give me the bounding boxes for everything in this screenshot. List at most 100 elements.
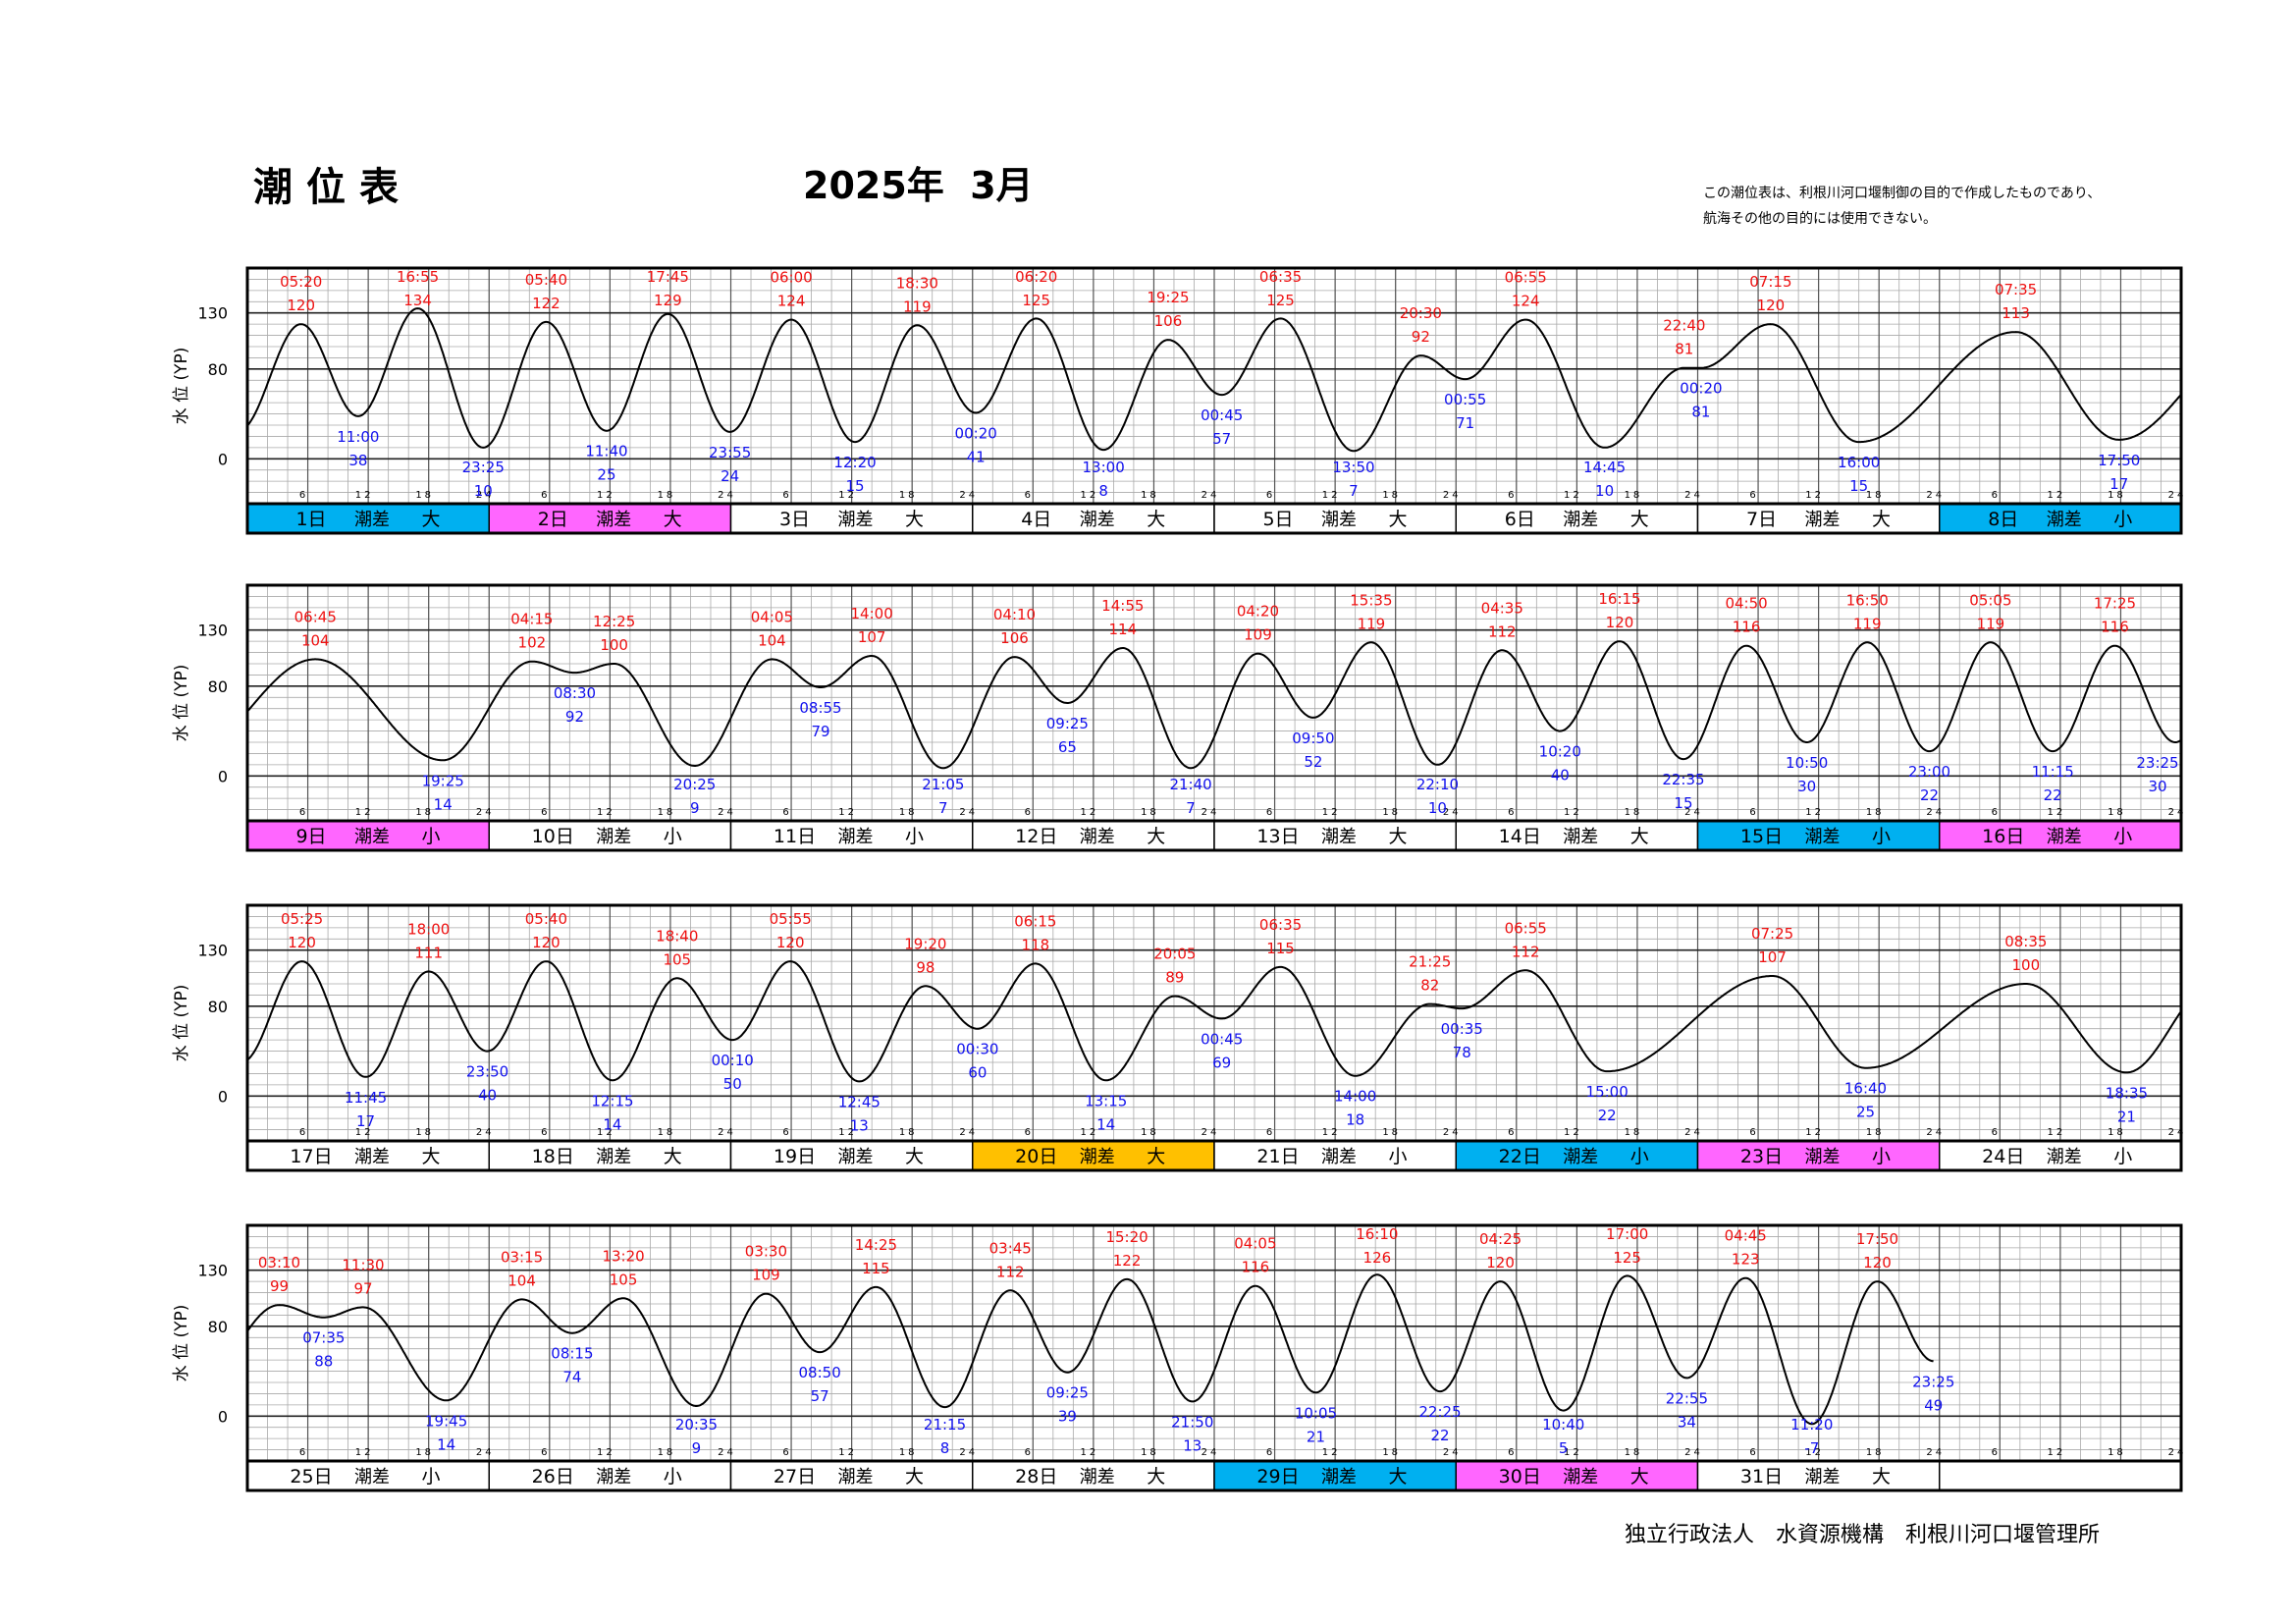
high-tide-level: 82 (1420, 977, 1439, 995)
xtick-label: 24 (1443, 490, 1462, 501)
ylabel: 水 位 (YP) (172, 1305, 191, 1382)
xtick-label: 12 (1081, 807, 1099, 818)
low-tide-time: 20:35 (675, 1416, 718, 1434)
xtick-label: 18 (415, 490, 434, 501)
ytick-label-0: 0 (218, 767, 228, 785)
tide-range-label: 潮差 (838, 1467, 874, 1488)
xtick-label: 18 (1625, 1127, 1643, 1138)
high-tide-level: 116 (1733, 619, 1761, 636)
low-tide-level: 71 (1456, 414, 1474, 432)
high-tide-time: 06:20 (1015, 268, 1057, 286)
high-tide-level: 120 (532, 934, 561, 951)
xtick-label: 18 (1625, 807, 1643, 818)
tide-range-label: 潮差 (1321, 1147, 1357, 1167)
high-tide-time: 16:15 (1598, 590, 1640, 608)
xtick-label: 24 (718, 807, 736, 818)
xtick-label: 18 (2108, 490, 2126, 501)
high-tide-level: 120 (1486, 1254, 1515, 1271)
xtick-label: 12 (1081, 1127, 1099, 1138)
low-tide-level: 25 (1856, 1104, 1875, 1121)
high-tide-time: 14:55 (1101, 597, 1144, 615)
tide-range-label: 潮差 (2047, 510, 2082, 530)
xtick-label: 6 (782, 1127, 791, 1138)
low-tide-time: 14:00 (1334, 1088, 1376, 1106)
high-tide-time: 17:45 (647, 268, 689, 286)
low-tide-time: 22:25 (1418, 1403, 1461, 1421)
tide-range-size: 大 (1630, 509, 1649, 530)
day-label: 11日 (774, 826, 816, 847)
high-tide-level: 100 (600, 636, 628, 654)
tide-range-size: 大 (1147, 1466, 1165, 1488)
high-tide-time: 06:15 (1014, 912, 1056, 930)
tide-range-size: 小 (2113, 509, 2132, 530)
high-tide-time: 14:25 (855, 1236, 897, 1254)
day-label-cell (1696, 503, 1941, 534)
day-label: 5日 (1262, 509, 1293, 530)
xtick-label: 12 (838, 1127, 857, 1138)
high-tide-level: 104 (301, 631, 330, 649)
chart-frame (245, 1223, 2183, 1492)
high-tide-level: 116 (1242, 1259, 1270, 1276)
day-label: 16日 (1982, 826, 2024, 847)
xtick-label: 24 (2168, 1447, 2187, 1458)
xtick-label: 18 (1866, 1447, 1885, 1458)
xtick-label: 6 (782, 807, 791, 818)
xtick-label: 12 (2048, 1127, 2066, 1138)
high-tide-time: 05:05 (1969, 591, 2011, 609)
low-tide-level: 21 (2117, 1108, 2136, 1125)
high-tide-time: 06:35 (1259, 916, 1302, 934)
xtick-label: 12 (1322, 1127, 1341, 1138)
high-tide-level: 125 (1022, 292, 1050, 309)
high-tide-time: 14:00 (851, 605, 893, 622)
xtick-label: 24 (718, 490, 736, 501)
day-label: 27日 (774, 1466, 816, 1488)
low-tide-level: 41 (967, 448, 986, 465)
high-tide-time: 07:15 (1749, 273, 1791, 291)
high-tide-level: 99 (270, 1277, 289, 1295)
tide-range-label: 潮差 (354, 1147, 390, 1167)
low-tide-time: 12:20 (833, 454, 876, 471)
low-tide-time: 22:35 (1662, 771, 1704, 788)
xtick-label: 18 (1866, 807, 1885, 818)
low-tide-level: 34 (1678, 1413, 1696, 1431)
low-tide-level: 21 (1307, 1428, 1325, 1445)
day-label-cell (488, 1140, 732, 1171)
high-tide-level: 113 (2002, 304, 2030, 322)
high-tide-level: 129 (654, 292, 682, 309)
low-tide-time: 23:25 (1912, 1373, 1954, 1390)
xtick-label: 6 (782, 490, 791, 501)
high-tide-time: 17:50 (1856, 1230, 1898, 1248)
low-tide-time: 09:25 (1046, 715, 1089, 732)
high-tide-level: 81 (1675, 341, 1693, 358)
high-tide-level: 124 (777, 293, 806, 310)
high-tide-time: 05:40 (525, 910, 567, 928)
low-tide-time: 10:50 (1786, 754, 1828, 772)
xtick-label: 12 (597, 807, 615, 818)
high-tide-time: 15:35 (1350, 591, 1392, 609)
low-tide-time: 12:15 (591, 1092, 633, 1109)
low-tide-level: 13 (1183, 1436, 1201, 1454)
low-tide-level: 15 (1674, 794, 1692, 812)
xtick-label: 12 (597, 1447, 615, 1458)
low-tide-level: 14 (434, 795, 453, 813)
low-tide-level: 30 (2148, 778, 2166, 795)
high-tide-time: 19:25 (1147, 289, 1189, 306)
low-tide-level: 65 (1058, 738, 1077, 756)
xtick-label: 6 (541, 1127, 550, 1138)
day-label: 23日 (1740, 1146, 1783, 1167)
low-tide-level: 9 (692, 1439, 702, 1457)
high-tide-level: 100 (2011, 956, 2040, 974)
ylabel: 水 位 (YP) (172, 665, 191, 742)
xtick-label: 12 (597, 490, 615, 501)
high-tide-level: 123 (1732, 1251, 1760, 1269)
day-label: 29日 (1256, 1466, 1299, 1488)
xtick-label: 18 (1141, 1447, 1159, 1458)
high-tide-level: 107 (1758, 948, 1787, 966)
low-tide-time: 09:50 (1292, 730, 1334, 747)
xtick-label: 6 (1025, 1447, 1034, 1458)
high-tide-time: 21:25 (1409, 953, 1451, 971)
ytick-label-130: 130 (197, 1262, 228, 1280)
xtick-label: 24 (1684, 1447, 1703, 1458)
day-label: 2日 (538, 509, 568, 530)
tide-range-label: 潮差 (838, 1147, 874, 1167)
